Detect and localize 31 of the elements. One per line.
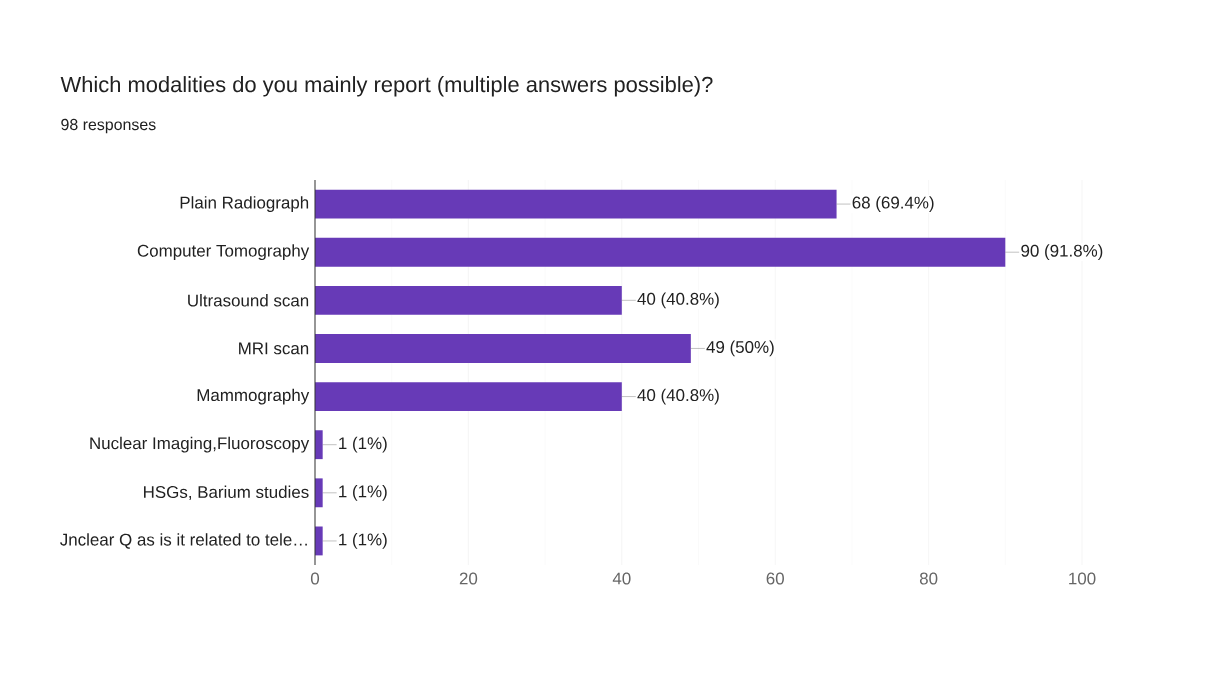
y-tick-label: MRI scan (239, 342, 309, 355)
x-tick-label: 0 (310, 572, 320, 585)
y-tick-label: Jnclear Q as is it related to tele… (60, 533, 307, 549)
data-label: 1 (1%) (339, 484, 387, 501)
bar (315, 237, 1006, 267)
data-label: 1 (1%) (339, 533, 387, 549)
y-tick-label: Mammography (197, 388, 310, 405)
bar (315, 478, 323, 508)
data-label: 49 (50%) (706, 340, 774, 357)
bar (315, 334, 691, 363)
x-tick-label: 40 (612, 572, 631, 585)
text: 98 responses (61, 118, 156, 134)
bar (315, 430, 323, 460)
x-tick-label: 60 (766, 572, 784, 585)
chart-title: Which modalities do you mainly report (multiple answers possible)? (60, 76, 713, 97)
bar (315, 285, 622, 315)
y-tick-label: Ultrasound scan (188, 294, 309, 307)
x-tick-label: 100 (1069, 572, 1096, 585)
y-tick-label: Computer Tomography (137, 244, 310, 261)
data-label: 68 (69.4%) (852, 196, 934, 212)
data-label: 40 (40.8%) (637, 292, 719, 309)
bar (315, 189, 837, 219)
y-tick-label: Nuclear Imaging,Fluoroscopy (90, 436, 310, 453)
bar (315, 382, 622, 411)
data-label: 40 (40.8%) (637, 388, 719, 405)
x-tick-label: 20 (459, 572, 478, 585)
data-label: 1 (1%) (339, 436, 387, 453)
x-tick-label: 80 (919, 572, 938, 585)
data-label: 90 (91.8%) (1021, 244, 1103, 261)
y-tick-label: Plain Radiograph (180, 196, 309, 212)
y-tick-label: HSGs, Barium studies (144, 485, 309, 501)
